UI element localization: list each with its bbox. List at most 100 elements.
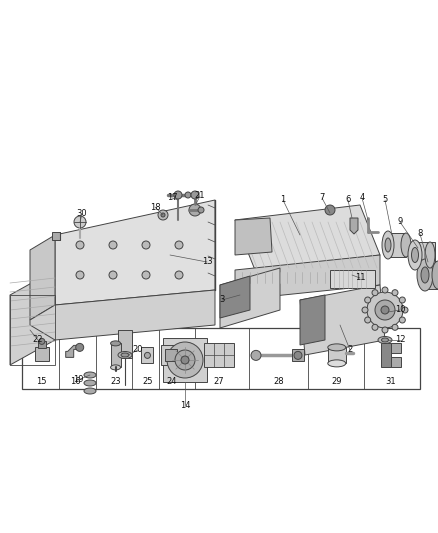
Ellipse shape xyxy=(110,341,120,346)
Polygon shape xyxy=(30,235,55,320)
Ellipse shape xyxy=(411,247,418,262)
Bar xyxy=(415,242,435,268)
Circle shape xyxy=(175,271,183,279)
Text: 20: 20 xyxy=(133,345,143,354)
Circle shape xyxy=(399,297,405,303)
Text: 22: 22 xyxy=(33,335,43,344)
Polygon shape xyxy=(235,255,380,300)
Polygon shape xyxy=(220,276,250,318)
Circle shape xyxy=(76,271,84,279)
Text: 6: 6 xyxy=(345,196,351,205)
Circle shape xyxy=(372,289,378,296)
Ellipse shape xyxy=(118,351,132,359)
Circle shape xyxy=(74,216,86,228)
Bar xyxy=(38,341,46,349)
Bar xyxy=(328,348,346,364)
Circle shape xyxy=(142,271,150,279)
Text: 24: 24 xyxy=(166,377,177,386)
Text: 28: 28 xyxy=(274,377,284,386)
Ellipse shape xyxy=(84,372,96,378)
Ellipse shape xyxy=(425,242,435,268)
Text: 30: 30 xyxy=(77,209,87,219)
Ellipse shape xyxy=(145,352,150,358)
Circle shape xyxy=(382,327,388,333)
Polygon shape xyxy=(350,218,358,234)
Circle shape xyxy=(365,317,371,323)
Bar xyxy=(391,343,401,353)
Bar xyxy=(388,233,406,257)
Text: 17: 17 xyxy=(167,193,177,203)
Circle shape xyxy=(167,342,203,378)
Text: 9: 9 xyxy=(397,217,403,227)
Text: 7: 7 xyxy=(319,193,325,203)
Text: 29: 29 xyxy=(332,377,342,386)
Bar xyxy=(161,345,181,366)
Circle shape xyxy=(325,205,335,215)
Bar xyxy=(35,348,49,361)
Circle shape xyxy=(381,306,389,314)
Ellipse shape xyxy=(381,338,389,342)
Text: 12: 12 xyxy=(395,335,405,344)
Ellipse shape xyxy=(378,336,392,343)
Text: 1: 1 xyxy=(280,196,286,205)
Bar xyxy=(381,343,391,367)
Text: 15: 15 xyxy=(37,377,47,386)
Circle shape xyxy=(161,213,165,217)
Circle shape xyxy=(76,241,84,249)
Text: 2: 2 xyxy=(347,345,353,354)
Polygon shape xyxy=(55,200,215,305)
Text: 13: 13 xyxy=(201,257,212,266)
Circle shape xyxy=(402,307,408,313)
Ellipse shape xyxy=(110,365,120,370)
Ellipse shape xyxy=(84,388,96,394)
Ellipse shape xyxy=(121,353,129,357)
Ellipse shape xyxy=(401,233,411,257)
Bar xyxy=(52,232,60,240)
Text: 16: 16 xyxy=(71,377,81,386)
Text: 11: 11 xyxy=(355,273,365,282)
Circle shape xyxy=(158,210,168,220)
Circle shape xyxy=(251,350,261,360)
Circle shape xyxy=(175,241,183,249)
Bar xyxy=(163,338,207,382)
Polygon shape xyxy=(235,218,272,255)
Circle shape xyxy=(367,292,403,328)
Ellipse shape xyxy=(417,259,433,291)
Circle shape xyxy=(76,343,84,351)
Polygon shape xyxy=(10,270,55,365)
Circle shape xyxy=(189,204,201,216)
Polygon shape xyxy=(300,285,385,355)
Circle shape xyxy=(375,300,395,320)
Circle shape xyxy=(191,191,199,199)
Circle shape xyxy=(294,351,302,359)
Ellipse shape xyxy=(432,261,438,289)
Circle shape xyxy=(362,307,368,313)
Circle shape xyxy=(392,289,398,296)
Text: 31: 31 xyxy=(385,377,396,386)
Circle shape xyxy=(392,324,398,330)
Ellipse shape xyxy=(421,267,429,283)
Bar xyxy=(391,358,401,367)
Ellipse shape xyxy=(385,238,391,252)
Text: 19: 19 xyxy=(73,376,83,384)
Circle shape xyxy=(185,192,191,198)
Polygon shape xyxy=(30,290,215,340)
Text: 23: 23 xyxy=(110,377,121,386)
Ellipse shape xyxy=(328,360,346,367)
Text: 18: 18 xyxy=(150,203,160,212)
Bar xyxy=(292,349,304,361)
Bar xyxy=(110,343,120,367)
Bar xyxy=(118,330,132,358)
Bar xyxy=(204,343,234,367)
Circle shape xyxy=(142,241,150,249)
Text: 25: 25 xyxy=(142,377,153,386)
Text: 8: 8 xyxy=(417,230,423,238)
Bar xyxy=(10,295,55,365)
Ellipse shape xyxy=(84,380,96,386)
Text: 3: 3 xyxy=(219,295,225,304)
Text: 27: 27 xyxy=(214,377,225,386)
Bar xyxy=(166,349,177,361)
Circle shape xyxy=(181,356,189,364)
Circle shape xyxy=(365,297,371,303)
Circle shape xyxy=(399,317,405,323)
